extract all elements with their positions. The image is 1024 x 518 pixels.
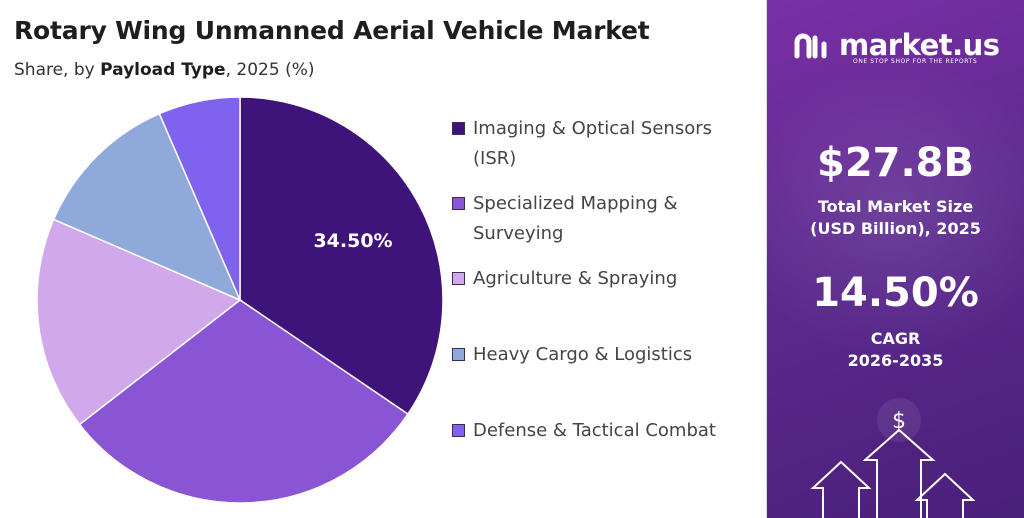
legend-label: Imaging & Optical Sensors (ISR) [473,118,712,169]
legend-item: Imaging & Optical Sensors (ISR) [452,114,748,174]
legend-label: Defense & Tactical Combat [473,420,716,441]
legend-label: Agriculture & Spraying [473,268,678,289]
legend-swatch [452,122,465,135]
slice-data-label: 34.50% [313,230,392,252]
pie-slice [239,96,444,416]
chart-subtitle: Share, by Payload Type, 2025 (%) [14,60,315,80]
promo-panel: market.us ONE STOP SHOP FOR THE REPORTS … [767,0,1024,518]
subtitle-prefix: Share, by [14,60,101,80]
cagr-label: CAGR [870,329,921,348]
market-size-label-1: Total Market Size [817,197,974,216]
pie-slice [52,112,242,302]
legend-item: Heavy Cargo & Logistics [452,340,748,370]
legend-swatch [452,272,465,285]
chart-card: Rotary Wing Unmanned Aerial Vehicle Mark… [14,0,767,518]
legend-label: Specialized Mapping & Surveying [473,193,678,244]
pie-slice [158,96,241,301]
subtitle-suffix: , 2025 (%) [225,60,315,80]
market-size-label-2: (USD Billion), 2025 [810,219,981,238]
legend-swatch [452,348,465,361]
brand: market.us [793,28,1000,62]
panel-glow [767,60,1024,360]
growth-arrows-icon: $ [810,398,976,518]
marketus-logo-icon [794,33,827,59]
cagr-value: 14.50% [812,270,979,316]
pie-slice [36,218,242,426]
legend-swatch [452,197,465,210]
legend-item: Agriculture & Spraying [452,264,748,294]
chart-title: Rotary Wing Unmanned Aerial Vehicle Mark… [14,16,650,45]
market-size-value: $27.8B [816,140,974,186]
dollar-symbol: $ [892,409,906,434]
pie-chart: 34.50% [36,96,444,504]
legend-item: Specialized Mapping & Surveying [452,189,748,249]
pie-slice [78,299,409,504]
subtitle-bold: Payload Type [100,60,226,80]
legend-item: Defense & Tactical Combat [452,416,748,446]
legend-swatch [452,424,465,437]
brand-tagline: ONE STOP SHOP FOR THE REPORTS [853,58,978,65]
legend-label: Heavy Cargo & Logistics [473,344,693,365]
cagr-period: 2026-2035 [847,351,944,370]
brand-name: market.us [839,28,1000,62]
